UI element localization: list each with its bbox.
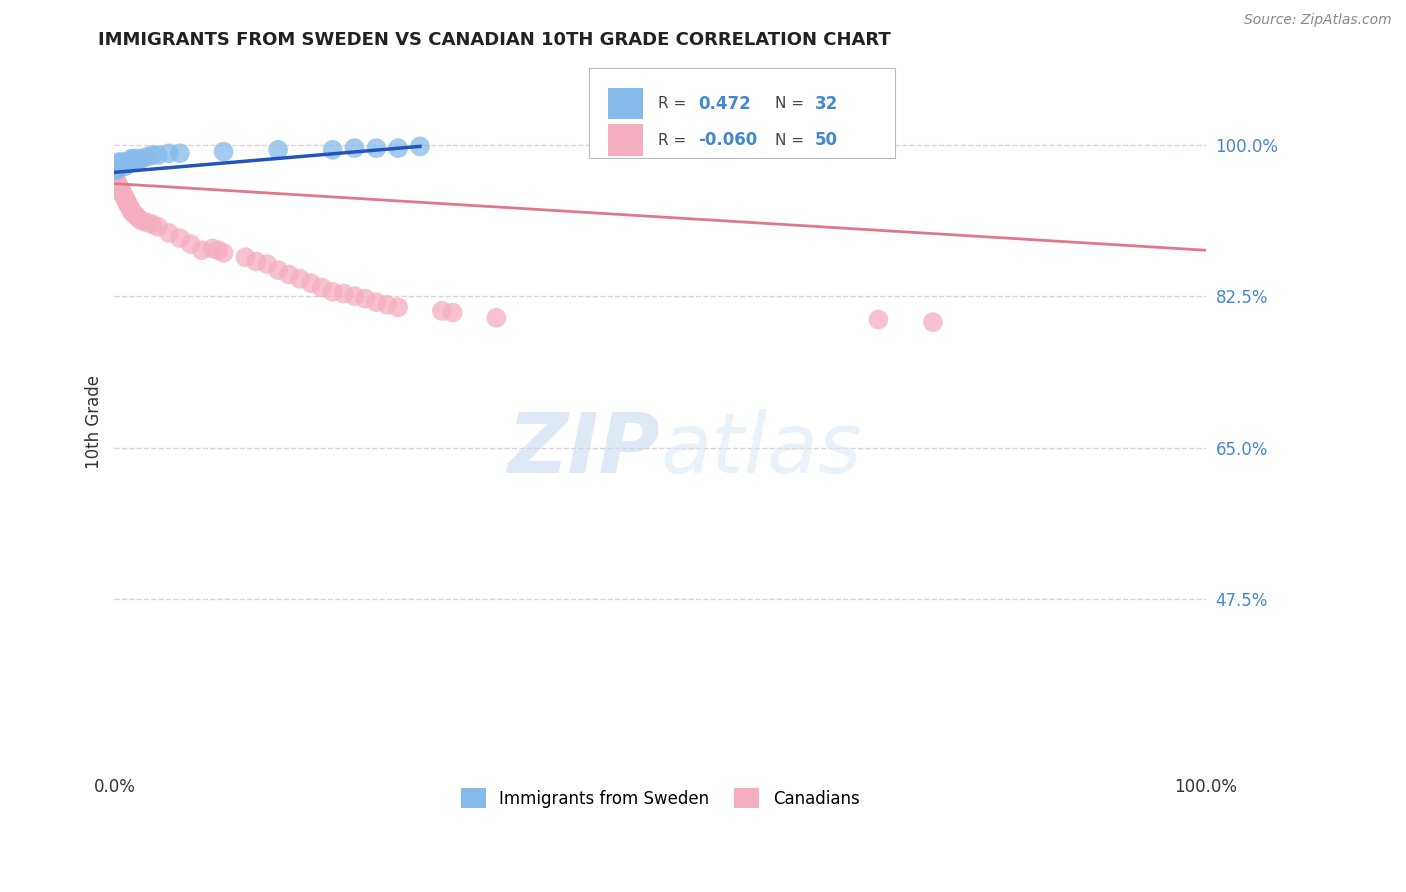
Point — [430, 303, 453, 318]
Point — [354, 292, 377, 306]
Text: N =: N = — [775, 133, 804, 147]
Point — [127, 211, 149, 226]
FancyBboxPatch shape — [589, 69, 894, 159]
Text: Source: ZipAtlas.com: Source: ZipAtlas.com — [1244, 13, 1392, 28]
Point — [110, 183, 132, 197]
Point — [108, 157, 131, 171]
Point — [332, 286, 354, 301]
Point — [118, 155, 141, 169]
Point — [131, 214, 153, 228]
Point — [142, 217, 165, 231]
Point — [136, 150, 159, 164]
Point — [212, 145, 235, 159]
Point — [105, 174, 128, 188]
Point — [322, 285, 344, 299]
Point — [267, 143, 290, 157]
Bar — [607, 124, 643, 156]
Point — [112, 187, 135, 202]
Text: -0.060: -0.060 — [699, 131, 758, 149]
Point — [245, 254, 267, 268]
Point — [375, 298, 398, 312]
Point — [190, 244, 212, 258]
Point — [157, 226, 180, 240]
Point — [146, 219, 169, 234]
Text: IMMIGRANTS FROM SWEDEN VS CANADIAN 10TH GRADE CORRELATION CHART: IMMIGRANTS FROM SWEDEN VS CANADIAN 10TH … — [98, 31, 891, 49]
Point — [111, 157, 134, 171]
Point — [104, 163, 127, 178]
Point — [107, 161, 129, 176]
Point — [107, 177, 129, 191]
Point — [142, 148, 165, 162]
Point — [121, 205, 143, 219]
Point — [104, 172, 127, 186]
Point — [125, 152, 148, 166]
Point — [120, 202, 142, 217]
Point — [117, 155, 139, 169]
Point — [131, 152, 153, 166]
Point — [278, 268, 301, 282]
Point — [299, 276, 322, 290]
Point — [366, 141, 388, 155]
Point — [485, 310, 508, 325]
Point — [112, 157, 135, 171]
Point — [387, 141, 409, 155]
Point — [157, 146, 180, 161]
Text: N =: N = — [775, 96, 804, 111]
Point — [169, 231, 191, 245]
Point — [169, 146, 191, 161]
Legend: Immigrants from Sweden, Canadians: Immigrants from Sweden, Canadians — [454, 781, 866, 815]
Point — [256, 257, 278, 271]
Point — [343, 289, 366, 303]
Point — [409, 139, 432, 153]
Point — [105, 159, 128, 173]
Text: ZIP: ZIP — [508, 409, 659, 490]
Text: 0.472: 0.472 — [699, 95, 751, 112]
Point — [115, 194, 138, 208]
Text: 32: 32 — [815, 95, 838, 112]
Point — [115, 157, 138, 171]
Point — [180, 237, 202, 252]
Text: atlas: atlas — [659, 409, 862, 490]
Point — [117, 196, 139, 211]
Point — [127, 153, 149, 168]
Point — [125, 209, 148, 223]
Point — [207, 244, 229, 258]
Point — [441, 305, 464, 319]
Point — [922, 315, 945, 329]
Point — [122, 207, 145, 221]
Text: R =: R = — [658, 133, 686, 147]
Point — [117, 157, 139, 171]
Point — [366, 295, 388, 310]
Point — [343, 141, 366, 155]
Point — [117, 198, 139, 212]
Point — [120, 153, 142, 168]
Point — [118, 200, 141, 214]
Point — [235, 250, 257, 264]
Text: 50: 50 — [815, 131, 838, 149]
Point — [114, 191, 136, 205]
Text: R =: R = — [658, 96, 686, 111]
Bar — [607, 87, 643, 120]
Point — [122, 153, 145, 168]
Point — [114, 159, 136, 173]
Point — [112, 155, 135, 169]
Point — [212, 245, 235, 260]
Y-axis label: 10th Grade: 10th Grade — [86, 375, 103, 468]
Point — [387, 301, 409, 315]
Point — [868, 312, 890, 326]
Point — [311, 280, 333, 294]
Point — [112, 189, 135, 203]
Point — [322, 143, 344, 157]
Point — [110, 159, 132, 173]
Point — [267, 263, 290, 277]
Point — [111, 186, 134, 200]
Point — [107, 155, 129, 169]
Point — [288, 272, 311, 286]
Point — [146, 148, 169, 162]
Point — [121, 152, 143, 166]
Point — [201, 242, 224, 256]
Point — [107, 179, 129, 194]
Point — [108, 181, 131, 195]
Point — [136, 216, 159, 230]
